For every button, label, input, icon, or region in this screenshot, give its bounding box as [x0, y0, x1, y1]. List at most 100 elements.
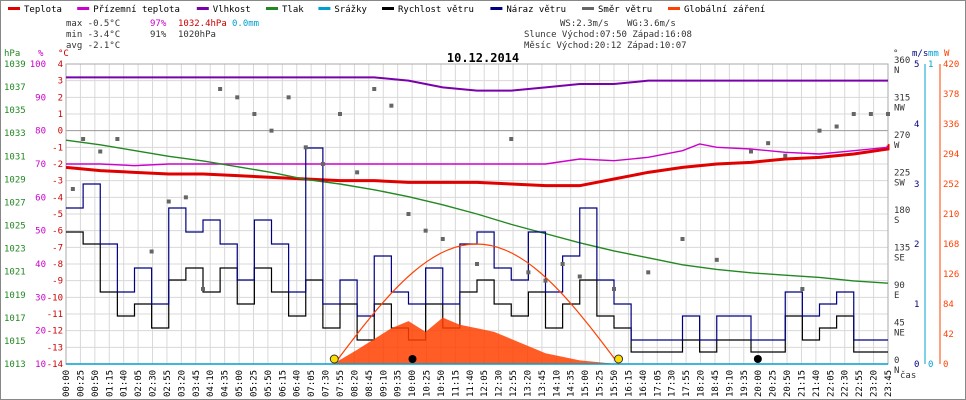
wind-dir-point [166, 199, 171, 204]
wind-dir-point [355, 170, 360, 175]
wind-dir-point [406, 212, 411, 216]
wind-dir-point [868, 112, 873, 116]
stat-min-press: 1020hPa [178, 30, 216, 40]
tick-humidity: 80 [35, 127, 46, 137]
wind-dir-point [252, 112, 257, 116]
tick-time: 13:20 [523, 370, 533, 397]
wind-dir-point [218, 87, 223, 91]
tick-time: 20:00 [754, 370, 764, 397]
tick-wind-dir: 360 [894, 56, 910, 66]
tick-temperature: -12 [47, 327, 63, 337]
tick-pressure: 1037 [4, 83, 26, 93]
stat-wind: WS:2.3m/s [560, 19, 609, 29]
wind-dir-point [766, 141, 771, 146]
tick-humidity: 60 [35, 193, 46, 203]
tick-temperature: -8 [52, 260, 63, 270]
tick-time: 06:40 [293, 370, 303, 397]
tick-time: 08:20 [350, 370, 360, 397]
tick-wind-dir-label: W [894, 141, 900, 151]
wind-dir-point [851, 112, 856, 116]
tick-rain: 0 [928, 360, 933, 370]
gust-line [66, 147, 888, 341]
tick-radiation: 252 [943, 180, 959, 190]
tick-wind-dir: 90 [894, 281, 905, 291]
stat-max-hum: 97% [150, 19, 167, 29]
legend-swatch [668, 7, 680, 10]
tick-time: 11:15 [451, 370, 461, 397]
tick-time: 15:25 [596, 370, 606, 397]
wind-dir-point [423, 228, 428, 233]
stat-moon: Měsíc Východ:20:12 Západ:10:07 [524, 41, 687, 51]
wind-dir-point [817, 128, 822, 133]
tick-time: 06:15 [278, 370, 288, 397]
tick-wind-speed: 3 [914, 180, 919, 190]
stat-rain: 0.0mm [232, 19, 259, 29]
tick-time: 09:35 [394, 370, 404, 397]
tick-time: 07:55 [336, 370, 346, 397]
wind-dir-point [526, 270, 531, 275]
tick-time: 22:30 [841, 370, 851, 397]
tick-temperature: -4 [52, 193, 63, 203]
tick-time: 12:30 [495, 370, 505, 397]
moonset-marker [408, 355, 417, 363]
tick-wind-dir-label: NW [894, 104, 905, 114]
unit-w: W [944, 49, 950, 59]
wind-dir-point [886, 112, 890, 116]
moonrise-marker [753, 355, 762, 363]
tick-humidity: 70 [35, 160, 46, 170]
stat-min-hum: 91% [150, 30, 167, 40]
tick-time: 10:00 [408, 370, 418, 397]
tick-humidity: 10 [35, 360, 46, 370]
tick-time: 05:25 [249, 370, 259, 397]
tick-time: 16:40 [639, 370, 649, 397]
sunset-marker [614, 354, 624, 364]
stat-sun: Slunce Východ:07:50 Západ:16:08 [524, 30, 692, 40]
tick-time: 07:05 [307, 370, 317, 397]
legend-label: Přízemní teplota [93, 5, 180, 15]
tick-pressure: 1017 [4, 314, 26, 324]
tick-wind-dir-label: SE [894, 254, 905, 264]
stat-min-temp: min -3.4°C [66, 30, 120, 40]
tick-time: 18:45 [711, 370, 721, 397]
tick-radiation: 42 [943, 330, 954, 340]
temperature-line [65, 144, 890, 188]
tick-temperature: 2 [58, 93, 63, 103]
tick-pressure: 1025 [4, 222, 26, 232]
tick-temperature: -1 [52, 143, 63, 153]
tick-time: 23:45 [884, 370, 894, 397]
tick-time: 00:25 [76, 370, 86, 397]
wind-dir-point [560, 262, 565, 266]
tick-wind-dir: 225 [894, 169, 910, 179]
wind-dir-point [81, 137, 86, 141]
tick-time: 02:05 [134, 370, 144, 397]
tick-time: 04:10 [206, 370, 216, 397]
tick-time: 01:40 [120, 370, 130, 397]
tick-pressure: 1039 [4, 60, 26, 70]
tick-temperature: -3 [52, 177, 63, 187]
tick-time: 17:55 [682, 370, 692, 397]
tick-humidity: 20 [35, 327, 46, 337]
tick-rain: 1 [928, 60, 933, 70]
wind-dir-point [235, 95, 240, 100]
legend-label: Globální záření [684, 5, 765, 15]
tick-pressure: 1021 [4, 268, 26, 278]
tick-humidity: 40 [35, 260, 46, 270]
wind-dir-point [800, 287, 805, 291]
wind-dir-point [389, 103, 394, 108]
unit-mm: mm [928, 49, 939, 59]
tick-humidity: 30 [35, 293, 46, 303]
tick-time: 05:50 [264, 370, 274, 397]
tick-humidity: 90 [35, 93, 46, 103]
tick-time: 17:05 [653, 370, 663, 397]
wind-dir-point [680, 237, 685, 241]
legend-swatch [8, 7, 20, 10]
tick-time: 01:15 [105, 370, 115, 397]
tick-time: 19:10 [725, 370, 735, 397]
legend-label: Tlak [282, 5, 304, 15]
stat-max-press: 1032.4hPa [178, 19, 227, 29]
wind-dir-point [509, 137, 514, 141]
tick-time: 19:35 [740, 370, 750, 397]
tick-pressure: 1035 [4, 106, 26, 116]
tick-time: 18:20 [697, 370, 707, 397]
